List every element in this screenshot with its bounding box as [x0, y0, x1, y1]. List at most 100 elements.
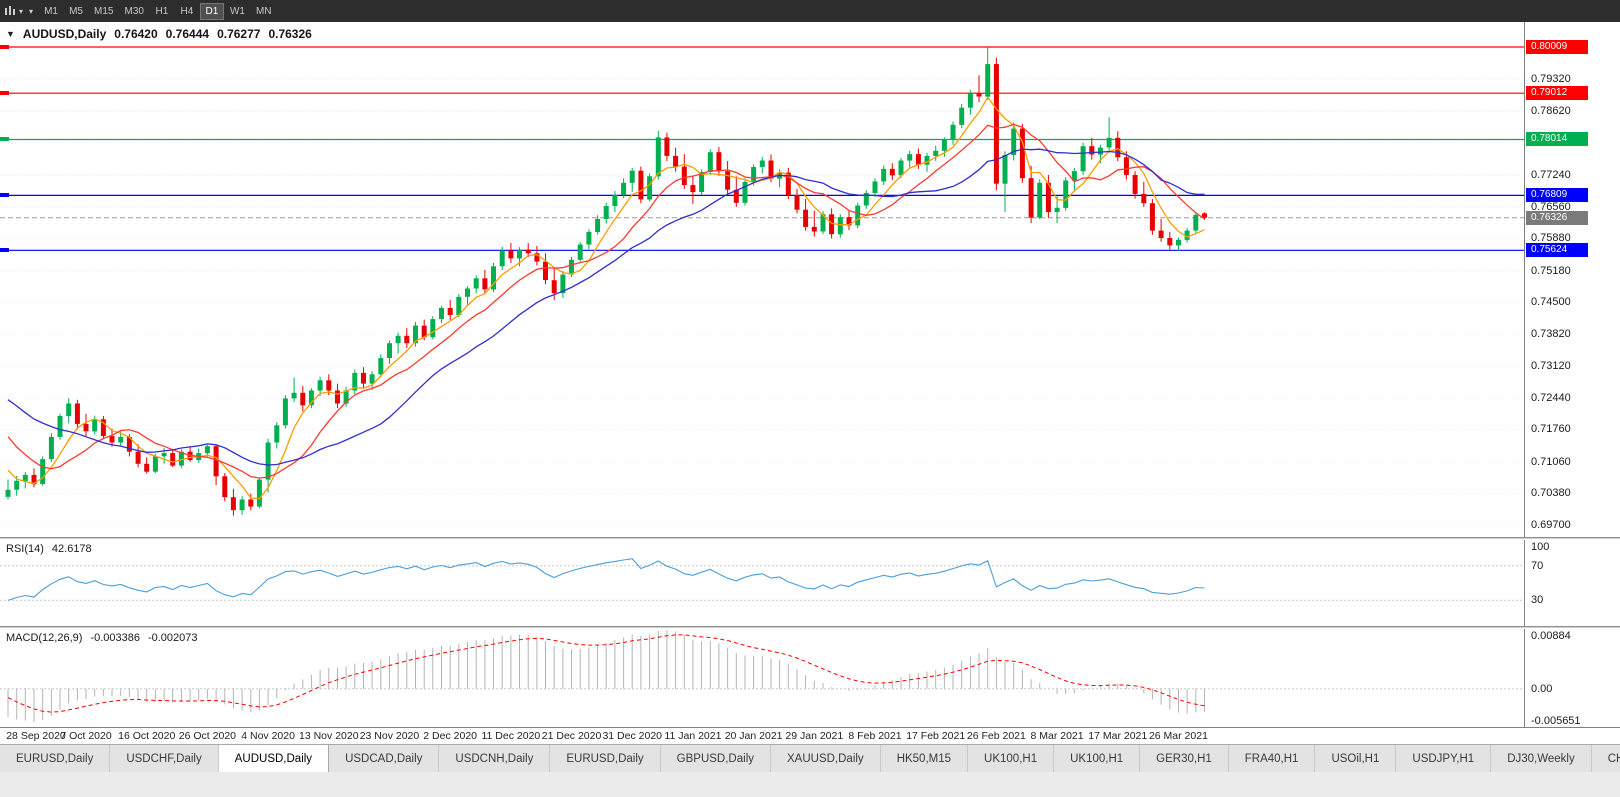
date-axis-label: 26 Mar 2021 [1148, 730, 1208, 742]
price-axis-label: 0.74500 [1531, 296, 1571, 309]
price-axis-label: 0.79320 [1531, 72, 1571, 85]
date-axis-label: 20 Jan 2021 [724, 730, 783, 742]
timeframe-button-m15[interactable]: M15 [94, 5, 114, 17]
candlestick-plot[interactable] [0, 22, 1524, 537]
timeframe-button-w1[interactable]: W1 [229, 5, 245, 17]
timeframe-button-d1[interactable]: D1 [199, 2, 224, 20]
chart-type-dropdown-icon[interactable]: ▾ [19, 6, 24, 16]
chart-tab-audusd-daily[interactable]: AUDUSD,Daily [218, 745, 330, 772]
rsi-plot[interactable] [0, 540, 1524, 626]
status-bar [0, 772, 1620, 797]
chart-tab-fra40-h1[interactable]: FRA40,H1 [1228, 745, 1316, 772]
ma-line-5 [7, 96, 1205, 500]
chart-type-button[interactable]: ▾ [4, 5, 23, 17]
macd-axis-label: 0.00 [1531, 682, 1553, 695]
price-axis-label: 0.76560 [1531, 200, 1571, 213]
chart-tab-usdcad-daily[interactable]: USDCAD,Daily [329, 745, 440, 772]
rsi-axis-label: 30 [1531, 594, 1544, 607]
price-badge-0.75624: 0.75624 [1526, 243, 1588, 258]
date-axis-label: 23 Nov 2020 [359, 730, 420, 742]
date-axis-label: 17 Feb 2021 [906, 730, 966, 742]
date-axis-label: 17 Mar 2021 [1088, 730, 1148, 742]
chart-tab-eurusd-daily[interactable]: EURUSD,Daily [550, 745, 661, 772]
timeframe-buttons: M1 M5 M15 M30 H1 H4 D1 W1 MN [39, 2, 276, 20]
chart-tab-usdjpy-h1[interactable]: USDJPY,H1 [1396, 745, 1492, 772]
rsi-line [7, 558, 1205, 601]
price-axis-label: 0.73820 [1531, 327, 1571, 340]
date-axis-label: 2 Dec 2020 [423, 730, 478, 742]
candles [5, 47, 1207, 516]
chart-tab-china300-h1[interactable]: CHINA300,H1 [1591, 745, 1620, 772]
chart-tab-usdcnh-daily[interactable]: USDCNH,Daily [439, 745, 551, 772]
chevron-down-icon: ▾ [29, 6, 34, 16]
date-axis-label: 21 Dec 2020 [541, 730, 602, 742]
macd-plot[interactable] [0, 629, 1524, 727]
bar-chart-icon [5, 6, 15, 15]
chart-tab-usdchf-daily[interactable]: USDCHF,Daily [110, 745, 219, 772]
chart-tabbar: EURUSD,Daily USDCHF,Daily AUDUSD,Daily USDC… [0, 744, 1620, 772]
price-axis-label: 0.75180 [1531, 264, 1571, 277]
chart-tab-uk100-h1[interactable]: UK100,H1 [968, 745, 1055, 772]
ma-line-20 [7, 148, 1205, 466]
chart-tab-eurusd-daily[interactable]: EURUSD,Daily [0, 745, 111, 772]
macd-signal-line [7, 634, 1205, 713]
timeframe-button-mn[interactable]: MN [255, 5, 272, 17]
price-badge-0.80009: 0.80009 [1526, 39, 1588, 54]
price-badge-0.79012: 0.79012 [1526, 86, 1588, 101]
chart-tab-uk100-h1[interactable]: UK100,H1 [1054, 745, 1141, 772]
price-axis-label: 0.78620 [1531, 105, 1571, 118]
timeframe-button-m5[interactable]: M5 [69, 5, 83, 17]
date-axis-label: 28 Sep 2020 [6, 730, 66, 742]
timeframe-toolbar: ▾ ▾ M1 M5 M15 M30 H1 H4 D1 W1 MN [0, 0, 1620, 22]
rsi-axis-label: 70 [1531, 559, 1544, 572]
horizontal-lines [0, 46, 1524, 251]
macd-axis-label: -0.005651 [1531, 715, 1581, 727]
timeframe-button-m30[interactable]: M30 [124, 5, 144, 17]
panel-separator-macd[interactable] [0, 626, 1620, 629]
price-badge-0.76809: 0.76809 [1526, 188, 1588, 203]
price-axis-main[interactable]: 0.793200.786200.779400.772400.765600.758… [1524, 22, 1620, 537]
chart-tab-ger30-h1[interactable]: GER30,H1 [1140, 745, 1229, 772]
timeframes-dropdown-icon[interactable]: ▾ [29, 7, 33, 16]
panel-separator-rsi[interactable] [0, 537, 1620, 540]
date-axis-label: 8 Feb 2021 [848, 730, 902, 742]
rsi-axis[interactable]: 100 70 30 [1524, 540, 1620, 626]
moving-averages [7, 96, 1205, 500]
date-axis-label: 11 Jan 2021 [664, 730, 722, 742]
date-axis-label: 11 Dec 2020 [481, 730, 541, 742]
date-axis-label: 29 Jan 2021 [785, 730, 844, 742]
timeframe-button-h4[interactable]: H4 [180, 5, 194, 17]
macd-axis-label: 0.00884 [1531, 630, 1571, 642]
date-axis-label: 16 Oct 2020 [118, 730, 176, 742]
chart-collapse-icon[interactable]: ▼ [6, 29, 15, 39]
ma-line-10 [7, 123, 1205, 479]
chart-tab-xauusd-daily[interactable]: XAUUSD,Daily [771, 745, 881, 772]
date-axis-label: 31 Dec 2020 [602, 730, 663, 742]
price-axis-label: 0.71760 [1531, 423, 1571, 436]
price-axis-label: 0.72440 [1531, 391, 1571, 404]
date-axis-label: 8 Mar 2021 [1030, 730, 1084, 742]
date-axis-label: 13 Nov 2020 [299, 730, 359, 742]
chart-tab-dj30-weekly[interactable]: DJ30,Weekly [1491, 745, 1592, 772]
chart-tab-hk50-m15[interactable]: HK50,M15 [880, 745, 969, 772]
rsi-axis-label: 100 [1531, 541, 1550, 553]
chart-tab-usoil-h1[interactable]: USOil,H1 [1315, 745, 1397, 772]
macd-histogram [7, 630, 1205, 722]
price-axis-label: 0.73120 [1531, 360, 1571, 373]
timeframe-button-m1[interactable]: M1 [44, 5, 58, 17]
timeframe-button-h1[interactable]: H1 [155, 5, 169, 17]
date-axis[interactable]: 28 Sep 2020 7 Oct 2020 16 Oct 2020 26 Oct 2… [0, 727, 1620, 744]
date-axis-label: 7 Oct 2020 [60, 730, 112, 742]
price-badge-0.76326: 0.76326 [1526, 210, 1588, 225]
price-axis-label: 0.77240 [1531, 169, 1571, 182]
macd-axis[interactable]: 0.00884 0.00 -0.005651 [1524, 629, 1620, 727]
date-axis-label: 26 Oct 2020 [178, 730, 237, 742]
grid-lines [0, 78, 1524, 526]
date-axis-label: 26 Feb 2021 [966, 730, 1026, 742]
price-axis-label: 0.70380 [1531, 487, 1571, 500]
price-axis-label: 0.75880 [1531, 232, 1571, 245]
price-axis-label: 0.71060 [1531, 455, 1571, 468]
chart-tab-gbpusd-daily[interactable]: GBPUSD,Daily [660, 745, 771, 772]
date-axis-label: 4 Nov 2020 [241, 730, 295, 742]
